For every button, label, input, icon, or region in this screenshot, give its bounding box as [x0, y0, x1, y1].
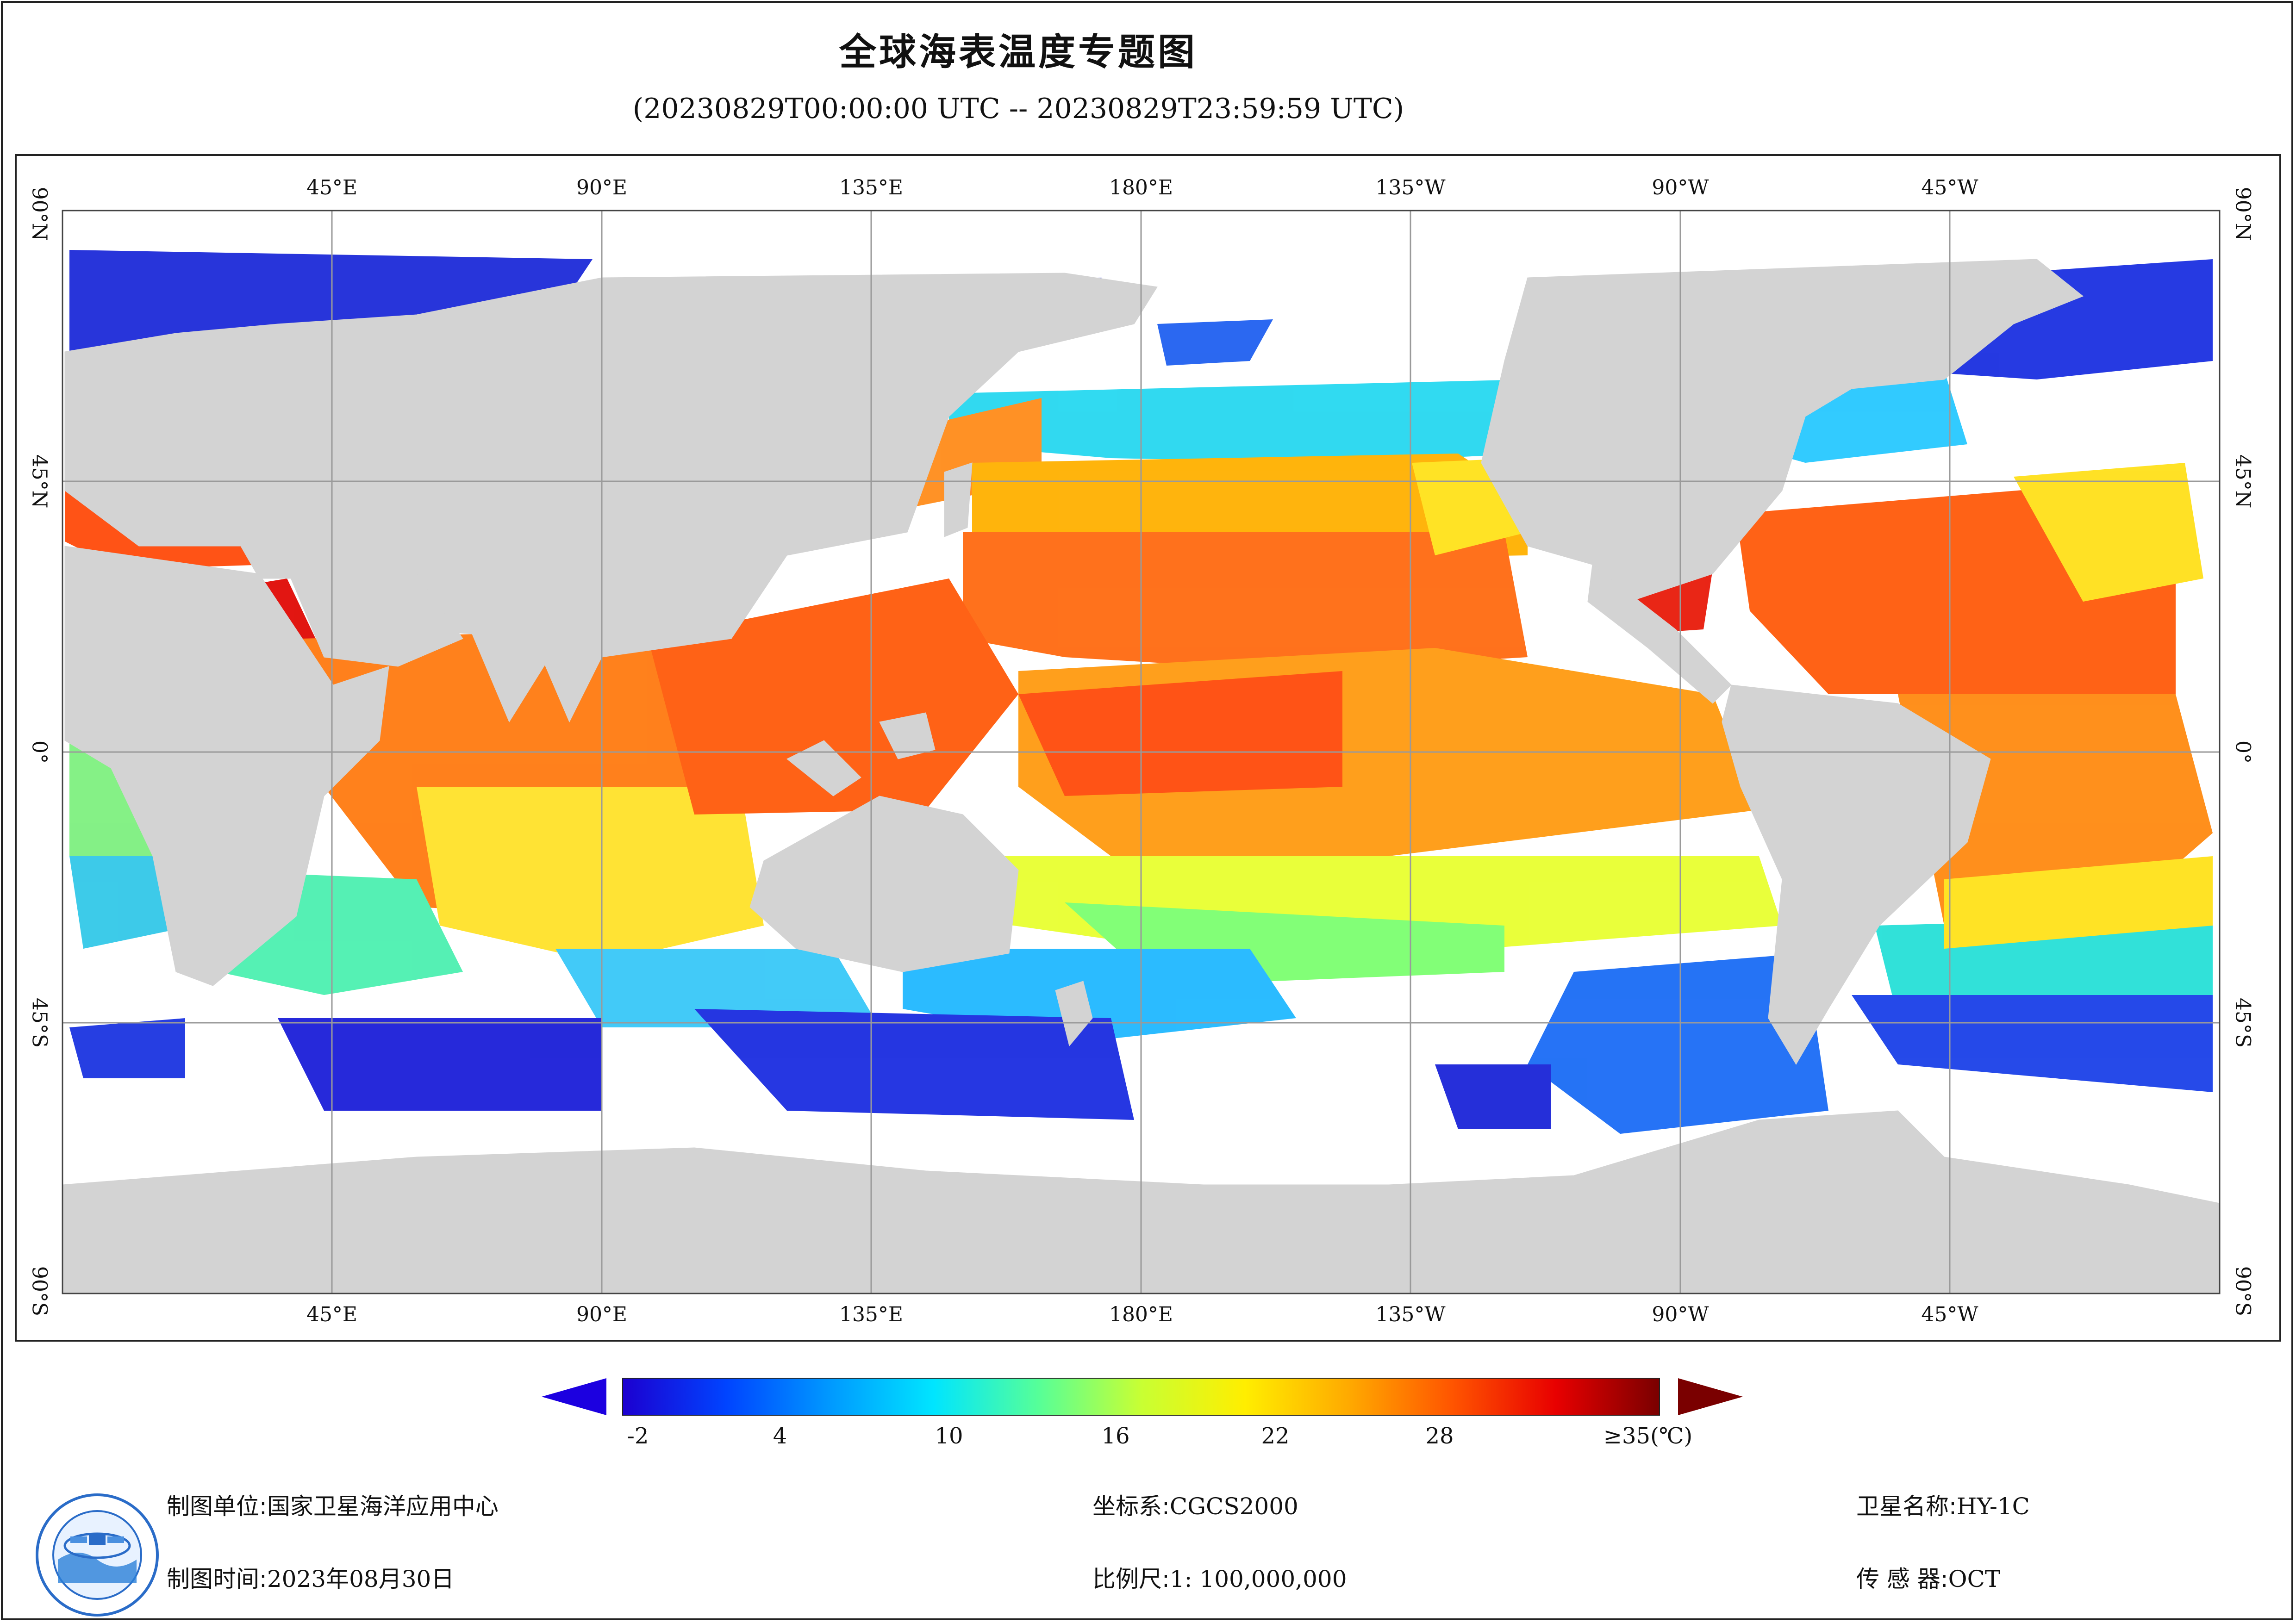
time-range-subtitle: (20230829T00:00:00 UTC -- 20230829T23:59…	[632, 93, 1404, 125]
page-title: 全球海表温度专题图	[839, 31, 1198, 74]
lat-label-left: 0°	[27, 740, 51, 764]
map-frame	[15, 154, 2281, 1342]
lon-label-bottom: 135°W	[1375, 1303, 1446, 1326]
colorbar-gradient	[622, 1378, 1660, 1416]
lon-label-top: 90°W	[1652, 176, 1709, 199]
lon-label-bottom: 180°E	[1109, 1303, 1173, 1326]
lon-label-bottom: 135°E	[839, 1303, 904, 1326]
lon-label-bottom: 45°E	[306, 1303, 358, 1326]
colorbar-tick-label: 4	[773, 1423, 787, 1449]
lon-label-top: 90°E	[576, 176, 628, 199]
footer-crs-value: CGCS2000	[1169, 1493, 1298, 1520]
footer-satellite-label: 卫星名称:	[1856, 1493, 1957, 1520]
colorbar-over-arrow	[1678, 1378, 1743, 1415]
lon-label-top: 45°W	[1921, 176, 1978, 199]
footer-satellite: 卫星名称:HY-1C	[1856, 1488, 2030, 1521]
lat-label-left: 90°S	[27, 1266, 51, 1317]
footer-time-label: 制图时间:	[167, 1566, 267, 1592]
footer-crs-label: 坐标系:	[1092, 1493, 1170, 1520]
footer-sensor: 传 感 器:OCT	[1856, 1561, 2000, 1594]
footer-time-value: 2023年08月30日	[267, 1566, 455, 1592]
footer-sensor-label: 传 感 器:	[1856, 1566, 1948, 1592]
lon-label-top: 135°W	[1375, 176, 1446, 199]
footer-unit-value: 国家卫星海洋应用中心	[267, 1493, 499, 1520]
colorbar-tick-label: 28	[1425, 1423, 1454, 1449]
lon-label-top: 45°E	[306, 176, 358, 199]
lat-label-right: 45°N	[2231, 454, 2255, 509]
footer-satellite-value: HY-1C	[1956, 1493, 2030, 1520]
map-inner-border	[62, 210, 2221, 1294]
graticule	[62, 211, 2220, 1293]
footer-scale-label: 比例尺:	[1092, 1566, 1170, 1592]
lat-label-left: 45°S	[27, 997, 51, 1048]
footer-time: 制图时间:2023年08月30日	[167, 1561, 454, 1594]
footer-crs: 坐标系:CGCS2000	[1092, 1488, 1298, 1521]
colorbar-tick-label: -2	[627, 1423, 649, 1449]
lat-label-left: 45°N	[27, 454, 51, 509]
lon-label-bottom: 90°W	[1652, 1303, 1709, 1326]
lat-label-right: 0°	[2231, 740, 2255, 764]
lat-label-left: 90°N	[27, 187, 51, 241]
sst-colorbar	[542, 1378, 1743, 1416]
lon-label-top: 180°E	[1109, 176, 1173, 199]
lon-label-top: 135°E	[839, 176, 904, 199]
footer-unit-label: 制图单位:	[167, 1493, 267, 1520]
footer-unit: 制图单位:国家卫星海洋应用中心	[167, 1488, 499, 1521]
colorbar-under-arrow	[542, 1378, 606, 1415]
colorbar-tick-label: 10	[935, 1423, 963, 1449]
nsoas-logo-icon	[36, 1493, 159, 1617]
lat-label-right: 45°S	[2231, 997, 2255, 1048]
footer-scale-value: 1: 100,000,000	[1169, 1566, 1347, 1592]
colorbar-tick-label: 16	[1101, 1423, 1130, 1449]
lat-label-right: 90°S	[2231, 1266, 2255, 1317]
footer-sensor-value: OCT	[1948, 1566, 2001, 1592]
footer-scale: 比例尺:1: 100,000,000	[1092, 1561, 1347, 1594]
colorbar-tick-label: ≥35(℃)	[1603, 1423, 1693, 1449]
lon-label-bottom: 45°W	[1921, 1303, 1978, 1326]
lat-label-right: 90°N	[2231, 187, 2255, 241]
colorbar-tick-label: 22	[1261, 1423, 1290, 1449]
lon-label-bottom: 90°E	[576, 1303, 628, 1326]
